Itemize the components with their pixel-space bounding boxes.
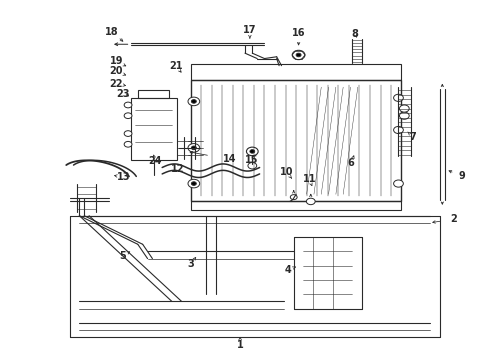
Bar [192,64,401,80]
Text: 8: 8 [351,28,358,39]
Circle shape [188,144,200,152]
Circle shape [292,50,305,60]
Circle shape [399,105,409,112]
Circle shape [188,179,200,188]
Text: 6: 6 [348,158,355,168]
Text: 1: 1 [237,340,244,350]
Text: 12: 12 [171,164,185,174]
Circle shape [393,94,403,102]
Text: 21: 21 [169,61,183,71]
Text: 3: 3 [187,259,194,269]
Circle shape [393,126,403,134]
Circle shape [192,182,196,185]
Text: 2: 2 [450,214,457,224]
Circle shape [393,180,403,187]
Bar [192,202,401,210]
Text: 18: 18 [105,27,118,37]
Text: 16: 16 [292,28,305,38]
Text: 7: 7 [410,132,416,142]
Circle shape [399,112,409,119]
Text: 14: 14 [222,154,236,164]
Text: 9: 9 [459,171,465,181]
Circle shape [306,198,315,204]
Text: 17: 17 [243,25,257,35]
Text: 11: 11 [302,174,316,184]
Circle shape [124,113,132,118]
Text: 10: 10 [280,167,293,177]
Circle shape [290,195,297,200]
Text: 4: 4 [285,265,291,275]
Circle shape [246,147,258,156]
Circle shape [192,146,196,150]
Text: 24: 24 [148,157,162,166]
Text: 22: 22 [110,78,123,89]
Text: 13: 13 [118,172,131,182]
Bar [138,90,170,98]
Text: 19: 19 [110,57,123,66]
Circle shape [124,131,132,136]
Circle shape [296,53,301,57]
Circle shape [192,100,196,103]
Circle shape [248,162,257,169]
Circle shape [250,150,255,153]
Text: 15: 15 [245,156,259,165]
Text: 20: 20 [110,66,123,76]
Circle shape [124,141,132,147]
Text: 23: 23 [117,89,130,99]
Bar [130,98,177,160]
Text: 5: 5 [119,251,125,261]
Circle shape [188,97,200,106]
Circle shape [124,102,132,108]
Bar [192,80,401,202]
